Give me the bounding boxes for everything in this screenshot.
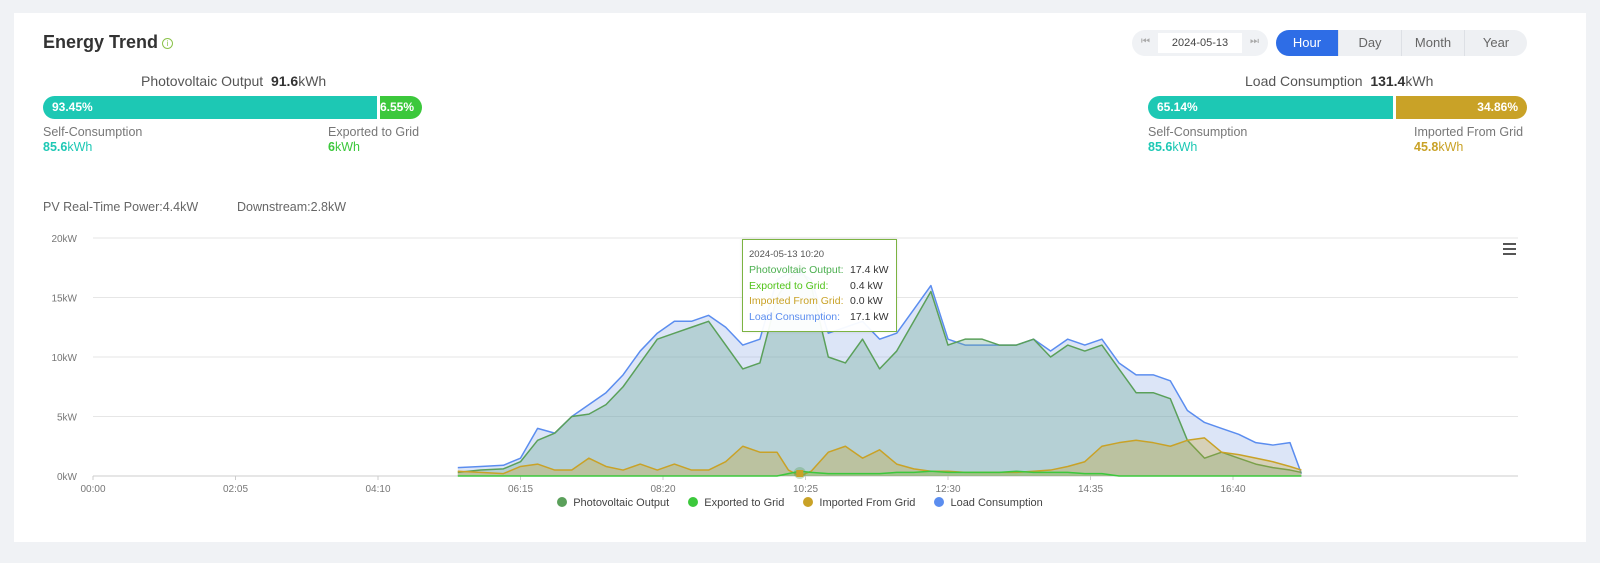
y-tick-label: 0kW: [57, 472, 78, 483]
legend-dot: [934, 497, 945, 507]
pv-split-bar: 93.45% 6.55%: [43, 96, 422, 119]
load-import-label: Imported From Grid: [1414, 125, 1524, 139]
downstream-power: Downstream:2.8kW: [237, 200, 347, 214]
pv-output-line: [457, 268, 1302, 474]
pv-realtime-power: PV Real-Time Power:4.4kW: [43, 200, 199, 214]
x-tick-label: 10:25: [793, 484, 818, 495]
x-tick-label: 00:00: [80, 484, 105, 495]
load-self-value: 85.6kWh: [1148, 140, 1198, 154]
bar-divider: [1393, 96, 1396, 119]
x-tick-label: 08:20: [650, 484, 675, 495]
x-tick-label: 04:10: [365, 484, 390, 495]
x-tick-label: 02:05: [223, 484, 248, 495]
pv-export-segment: 6.55%: [379, 96, 422, 119]
tab-month[interactable]: Month: [1401, 30, 1464, 56]
chart-legend: Photovoltaic Output Exported to Grid Imp…: [0, 497, 1600, 509]
pv-output-area: [457, 268, 1302, 476]
bar-divider: [377, 96, 380, 119]
load-import-segment: 34.86%: [1396, 96, 1527, 119]
legend-item-export[interactable]: Exported to Grid: [688, 497, 784, 509]
x-tick-label: 06:15: [508, 484, 533, 495]
x-tick-label: 14:35: [1078, 484, 1103, 495]
hover-point-import: [796, 470, 804, 477]
tab-year[interactable]: Year: [1464, 30, 1527, 56]
prev-date-icon[interactable]: ⏮: [1141, 36, 1150, 47]
page-title: Energy Trend i: [43, 32, 174, 53]
load-self-segment: 65.14%: [1148, 96, 1393, 119]
exported-line: [457, 470, 1302, 477]
legend-dot: [803, 497, 814, 507]
tab-hour[interactable]: Hour: [1276, 30, 1338, 56]
legend-dot: [688, 497, 699, 507]
load-area: [457, 272, 1302, 476]
info-icon[interactable]: i: [162, 38, 174, 49]
legend-dot: [557, 497, 568, 507]
load-summary-title: Load Consumption 131.4kWh: [1245, 73, 1434, 89]
imported-line: [457, 437, 1302, 477]
next-date-icon[interactable]: ⏭: [1250, 36, 1259, 47]
load-split-bar: 65.14% 34.86%: [1148, 96, 1527, 119]
pv-export-label: Exported to Grid: [328, 125, 420, 139]
x-tick-label: 16:40: [1220, 484, 1245, 495]
y-tick-label: 5kW: [57, 413, 78, 424]
chart-tooltip: 2024-05-13 10:20 Photovoltaic Output: 17.…: [742, 239, 897, 332]
load-line: [457, 271, 1303, 474]
chart-menu-icon[interactable]: [1503, 243, 1516, 258]
date-picker[interactable]: ⏮ 2024-05-13 ⏭: [1132, 30, 1268, 56]
pv-summary-title: Photovoltaic Output 91.6kWh: [141, 73, 327, 89]
date-value[interactable]: 2024-05-13: [1158, 33, 1242, 53]
y-tick-label: 10kW: [51, 353, 77, 364]
period-tabs: Hour Day Month Year: [1276, 30, 1527, 56]
x-tick-label: 12:30: [935, 484, 960, 495]
load-self-label: Self-Consumption: [1148, 125, 1248, 139]
pv-self-segment: 93.45%: [43, 96, 378, 119]
legend-item-import[interactable]: Imported From Grid: [803, 497, 915, 509]
legend-item-load[interactable]: Load Consumption: [934, 497, 1043, 509]
pv-export-value: 6kWh: [328, 140, 360, 154]
legend-item-pv[interactable]: Photovoltaic Output: [557, 497, 669, 509]
tab-day[interactable]: Day: [1338, 30, 1401, 56]
y-tick-label: 20kW: [51, 234, 77, 245]
tooltip-time: 2024-05-13 10:20: [749, 249, 825, 260]
y-tick-label: 15kW: [51, 294, 77, 305]
pv-self-value: 85.6kWh: [43, 140, 93, 154]
pv-self-label: Self-Consumption: [43, 125, 143, 139]
load-import-value: 45.8kWh: [1414, 140, 1464, 154]
